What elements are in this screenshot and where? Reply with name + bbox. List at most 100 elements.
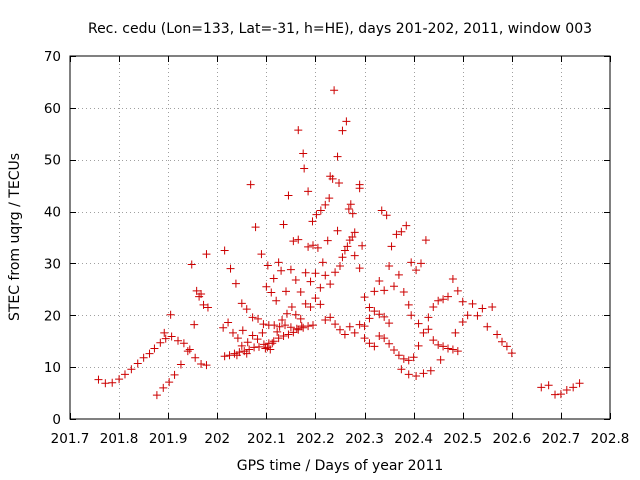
data-point: [268, 339, 277, 348]
data-point: [191, 353, 200, 362]
data-point: [502, 342, 511, 351]
axis-ticks: 201.7 201.8 201.9 202 202.1 202.2 202.3 202.4 20…: [44, 49, 630, 447]
data-point: [488, 302, 497, 311]
data-point: [273, 327, 282, 336]
data-point: [270, 321, 279, 330]
data-point: [161, 334, 170, 343]
grid: [70, 56, 610, 419]
data-point: [463, 311, 472, 320]
data-point: [167, 332, 176, 341]
data-point: [473, 311, 482, 320]
data-point: [294, 325, 303, 334]
data-point: [274, 258, 283, 267]
data-point: [277, 266, 286, 275]
data-point: [304, 242, 313, 251]
data-point: [185, 345, 194, 354]
data-point: [318, 258, 327, 267]
data-point: [434, 340, 443, 349]
data-point: [166, 310, 175, 319]
data-point: [287, 302, 296, 311]
data-point: [478, 304, 487, 313]
data-point: [493, 330, 502, 339]
data-point: [348, 232, 357, 241]
data-point: [192, 286, 201, 295]
data-point: [243, 338, 252, 347]
data-point: [417, 259, 425, 268]
data-point: [556, 390, 565, 399]
data-point: [278, 315, 287, 324]
x-tick-label: 202: [204, 431, 230, 447]
data-point: [304, 187, 313, 196]
data-point: [269, 274, 278, 283]
data-point: [392, 230, 401, 239]
data-point: [299, 323, 308, 332]
y-tick-label: 10: [44, 360, 61, 376]
data-point: [152, 391, 161, 400]
data-point: [325, 194, 334, 203]
data-point: [399, 354, 408, 363]
data-point: [537, 383, 546, 392]
data-point: [312, 210, 321, 219]
x-tick-label: 202.7: [542, 431, 581, 447]
data-point: [333, 152, 342, 161]
data-point: [183, 347, 192, 356]
data-point: [483, 322, 492, 331]
data-point: [299, 149, 308, 158]
data-point: [562, 385, 571, 394]
data-point: [286, 265, 295, 274]
data-point: [242, 349, 251, 358]
data-point: [309, 321, 317, 330]
data-point: [326, 280, 335, 289]
data-point: [190, 320, 199, 329]
data-point: [326, 313, 335, 322]
data-point: [203, 303, 212, 312]
data-point: [375, 310, 384, 319]
data-point: [453, 286, 462, 295]
data-point: [551, 390, 560, 399]
data-point: [262, 282, 271, 291]
data-point: [228, 328, 237, 337]
data-point: [226, 264, 235, 273]
data-point: [444, 292, 452, 301]
data-point: [284, 330, 293, 339]
data-point: [101, 379, 110, 388]
data-point: [311, 294, 320, 303]
data-point: [370, 342, 379, 351]
y-tick-label: 50: [44, 153, 61, 169]
data-point: [220, 352, 229, 361]
data-point: [197, 290, 206, 299]
data-point: [414, 341, 423, 350]
data-point: [115, 375, 124, 384]
data-point: [338, 253, 347, 262]
data-point: [259, 320, 268, 329]
data-point: [390, 282, 398, 291]
data-point: [407, 311, 416, 320]
data-point: [370, 287, 379, 296]
data-point: [448, 345, 457, 354]
data-point: [429, 302, 438, 311]
y-tick-label: 60: [44, 101, 61, 117]
data-point: [375, 332, 384, 341]
data-point: [292, 324, 301, 333]
data-point: [237, 341, 246, 350]
data-point: [197, 360, 206, 369]
data-point: [335, 179, 344, 188]
data-point: [390, 346, 398, 355]
data-point: [414, 319, 423, 328]
data-point: [424, 313, 433, 322]
data-point: [94, 375, 103, 384]
data-point: [145, 349, 154, 358]
data-point: [165, 378, 174, 387]
data-point: [199, 300, 208, 309]
data-point: [439, 342, 448, 351]
data-point: [174, 336, 182, 345]
data-point: [458, 297, 467, 306]
data-point: [238, 326, 247, 335]
data-point: [360, 322, 369, 331]
data-point: [340, 246, 349, 255]
data-point: [360, 334, 369, 343]
data-point: [346, 200, 355, 209]
data-point: [282, 287, 290, 296]
data-point: [156, 338, 165, 347]
